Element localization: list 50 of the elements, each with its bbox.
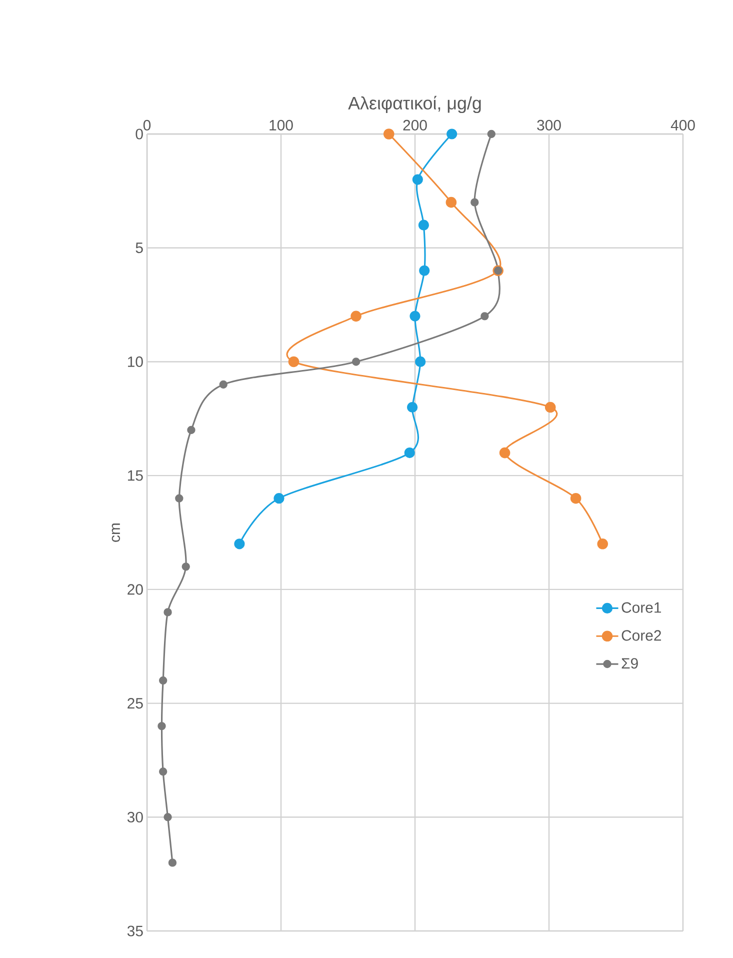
point [187, 426, 196, 434]
point [168, 858, 177, 867]
legend-label: Core1 [622, 602, 662, 613]
point [544, 402, 556, 413]
point [410, 310, 420, 322]
point [597, 538, 608, 550]
y-tick-label: 15 [128, 470, 143, 481]
point [412, 174, 423, 185]
point [164, 813, 172, 822]
y-tick-label: 10 [128, 356, 143, 368]
point [480, 312, 489, 320]
point [470, 198, 479, 206]
x-tick-label: 200 [403, 120, 427, 130]
point [164, 608, 172, 616]
point [487, 130, 496, 138]
y-tick-label: 30 [127, 812, 143, 822]
y-tick-label: 0 [136, 128, 143, 140]
point [383, 128, 394, 140]
point [404, 448, 415, 458]
point [350, 310, 362, 322]
point [219, 380, 228, 389]
point [570, 492, 582, 504]
y-tick-label: 5 [136, 242, 143, 254]
x-tick-label: 400 [670, 120, 695, 130]
x-tick-label: 100 [270, 120, 293, 130]
point [419, 265, 430, 276]
point [182, 562, 190, 571]
y-tick-label: 20 [128, 584, 143, 595]
x-axis-title: Αλειφατικοί, μg/g [348, 96, 481, 114]
point [499, 447, 510, 458]
point [274, 493, 284, 504]
point [234, 538, 245, 550]
point [175, 494, 184, 502]
point [407, 402, 418, 413]
x-tick-label: 0 [143, 120, 151, 130]
point [418, 220, 430, 230]
y-axis-title: cm [112, 524, 120, 542]
point [352, 358, 360, 366]
x-tick-label: 300 [537, 120, 561, 130]
point [415, 356, 426, 368]
point [158, 722, 166, 730]
y-tick-label: 35 [127, 926, 143, 936]
point [158, 768, 168, 776]
y-tick-label: 25 [128, 698, 143, 709]
legend-label: Core2 [622, 630, 661, 641]
point [446, 128, 458, 140]
legend-label: Σ9 [622, 658, 638, 669]
point [446, 196, 457, 208]
point [288, 356, 300, 368]
point [158, 676, 168, 685]
